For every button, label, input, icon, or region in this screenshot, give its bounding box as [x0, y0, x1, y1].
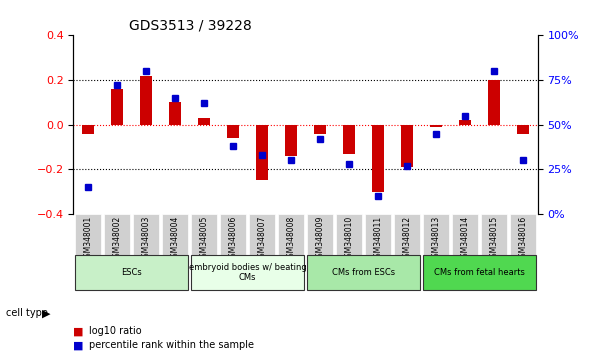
Text: GSM348004: GSM348004: [170, 216, 180, 262]
Bar: [256, 125, 268, 181]
Text: GSM348003: GSM348003: [141, 216, 150, 262]
Text: GSM348008: GSM348008: [287, 216, 296, 262]
Bar: [372, 125, 384, 192]
Bar: [227, 125, 239, 138]
FancyBboxPatch shape: [162, 214, 188, 255]
Text: log10 ratio: log10 ratio: [89, 326, 141, 336]
Text: ■: ■: [73, 341, 84, 350]
Bar: [82, 125, 93, 133]
FancyBboxPatch shape: [249, 214, 275, 255]
FancyBboxPatch shape: [336, 214, 362, 255]
FancyBboxPatch shape: [423, 214, 449, 255]
Bar: [430, 125, 442, 127]
FancyBboxPatch shape: [481, 214, 507, 255]
Bar: [314, 125, 326, 133]
Text: CMs from ESCs: CMs from ESCs: [332, 268, 395, 277]
Text: ▶: ▶: [42, 308, 50, 318]
Text: GSM348005: GSM348005: [199, 216, 208, 262]
FancyBboxPatch shape: [191, 255, 304, 290]
Text: GSM348016: GSM348016: [519, 216, 528, 262]
FancyBboxPatch shape: [191, 214, 217, 255]
Bar: [343, 125, 355, 154]
Bar: [459, 120, 471, 125]
Bar: [140, 75, 152, 125]
Text: ■: ■: [73, 326, 84, 336]
Text: ESCs: ESCs: [121, 268, 142, 277]
Bar: [401, 125, 413, 167]
Text: GSM348011: GSM348011: [373, 216, 382, 262]
Text: GDS3513 / 39228: GDS3513 / 39228: [129, 19, 252, 33]
Text: GSM348001: GSM348001: [83, 216, 92, 262]
Text: GSM348012: GSM348012: [403, 216, 412, 262]
FancyBboxPatch shape: [307, 255, 420, 290]
Text: cell type: cell type: [6, 308, 48, 318]
FancyBboxPatch shape: [452, 214, 478, 255]
Bar: [518, 125, 529, 133]
Text: GSM348009: GSM348009: [315, 216, 324, 262]
FancyBboxPatch shape: [104, 214, 130, 255]
Bar: [169, 102, 181, 125]
FancyBboxPatch shape: [278, 214, 304, 255]
FancyBboxPatch shape: [133, 214, 159, 255]
Text: GSM348010: GSM348010: [345, 216, 354, 262]
FancyBboxPatch shape: [510, 214, 536, 255]
FancyBboxPatch shape: [394, 214, 420, 255]
Text: GSM348013: GSM348013: [431, 216, 441, 262]
Text: GSM348014: GSM348014: [461, 216, 470, 262]
FancyBboxPatch shape: [75, 255, 188, 290]
Text: GSM348007: GSM348007: [257, 216, 266, 262]
Text: embryoid bodies w/ beating
CMs: embryoid bodies w/ beating CMs: [189, 263, 306, 282]
Bar: [285, 125, 297, 156]
Text: GSM348002: GSM348002: [112, 216, 122, 262]
Text: GSM348006: GSM348006: [229, 216, 238, 262]
Text: CMs from fetal hearts: CMs from fetal hearts: [434, 268, 525, 277]
FancyBboxPatch shape: [365, 214, 391, 255]
FancyBboxPatch shape: [307, 214, 333, 255]
Text: GSM348015: GSM348015: [489, 216, 499, 262]
Bar: [198, 118, 210, 125]
Bar: [488, 80, 500, 125]
Bar: [111, 89, 123, 125]
Text: percentile rank within the sample: percentile rank within the sample: [89, 341, 254, 350]
FancyBboxPatch shape: [75, 214, 101, 255]
FancyBboxPatch shape: [423, 255, 536, 290]
FancyBboxPatch shape: [220, 214, 246, 255]
